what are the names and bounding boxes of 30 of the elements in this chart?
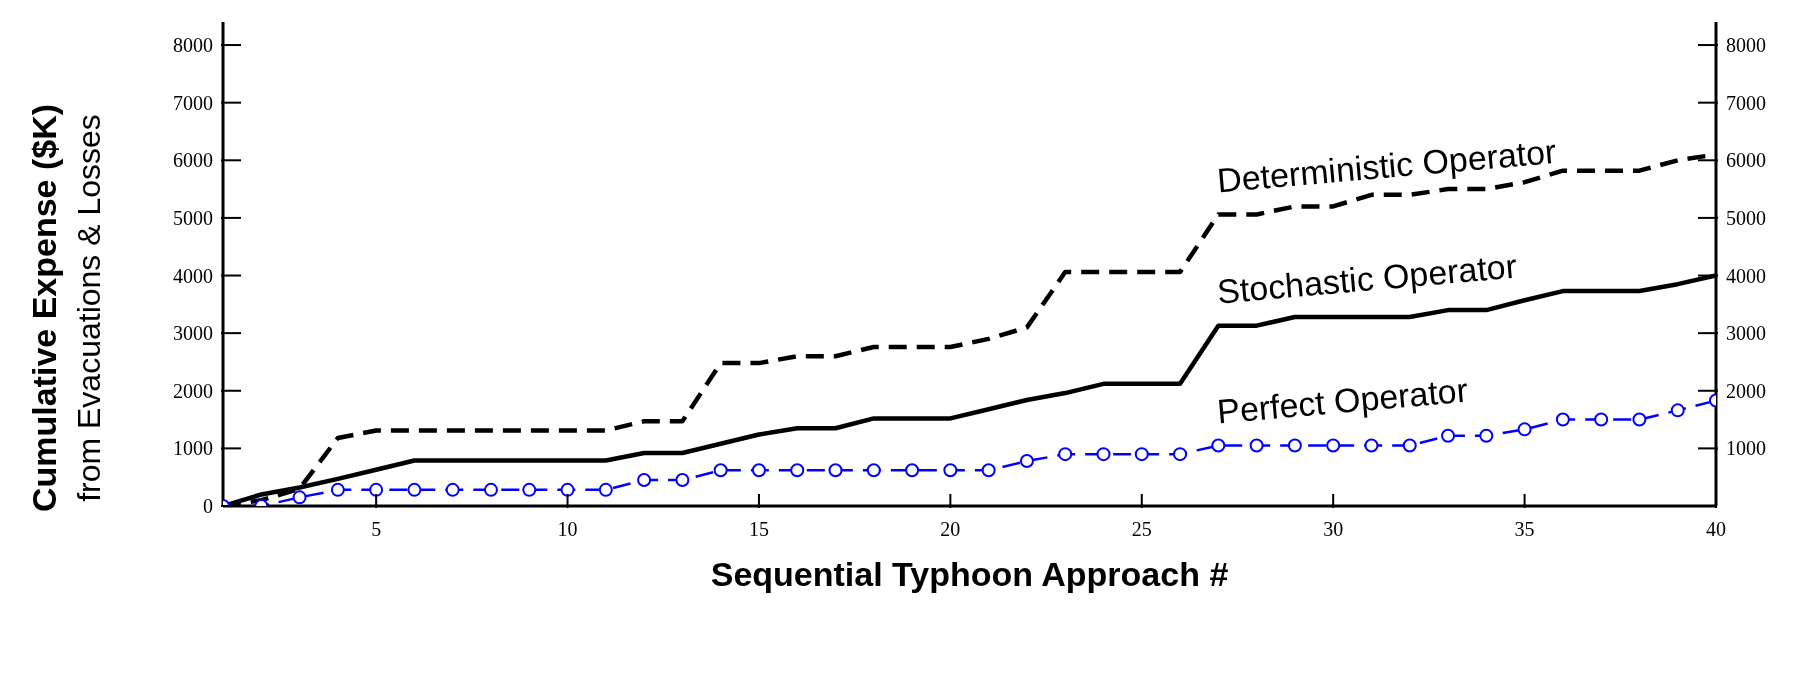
x-tick-label: 5	[371, 518, 382, 540]
x-tick-label: 10	[557, 518, 578, 540]
y-tick-label: 0	[203, 495, 213, 517]
x-tick-label: 15	[748, 518, 769, 540]
y2-tick-label: 7000	[1726, 91, 1766, 114]
y-tick-label: 1000	[173, 437, 213, 460]
y2-tick-label: 8000	[1726, 34, 1766, 57]
y-tick-label: 7000	[173, 91, 213, 114]
y2-tick-label: 4000	[1726, 264, 1766, 287]
x-tick-label: 30	[1323, 518, 1344, 540]
y-tick-label: 8000	[173, 34, 213, 57]
y-tick-label: 5000	[173, 206, 213, 229]
y-tick-label: 4000	[173, 264, 213, 287]
y-tick-label: 2000	[173, 379, 213, 402]
x-tick-label: 35	[1514, 518, 1535, 540]
x-tick-label: 40	[1706, 518, 1726, 540]
y-tick-label: 3000	[173, 322, 213, 345]
series-label: Deterministic Operator	[1215, 131, 1558, 200]
series-label: Stochastic Operator	[1215, 246, 1519, 311]
y2-tick-label: 5000	[1726, 206, 1766, 229]
x-axis-title: Sequential Typhoon Approach #	[710, 555, 1229, 593]
y2-tick-label: 6000	[1726, 149, 1766, 172]
y2-tick-label: 2000	[1726, 379, 1766, 402]
y-axis-title: Cumulative Expense ($K) from Evacuations & Losses	[25, 103, 107, 513]
x-tick-label: 25	[1131, 518, 1152, 540]
x-tick-label: 20	[940, 518, 961, 540]
y2-tick-label: 3000	[1726, 322, 1766, 345]
series-label: Perfect Operator	[1215, 370, 1470, 431]
y-tick-label: 6000	[173, 149, 213, 172]
y2-tick-label: 1000	[1726, 437, 1766, 460]
